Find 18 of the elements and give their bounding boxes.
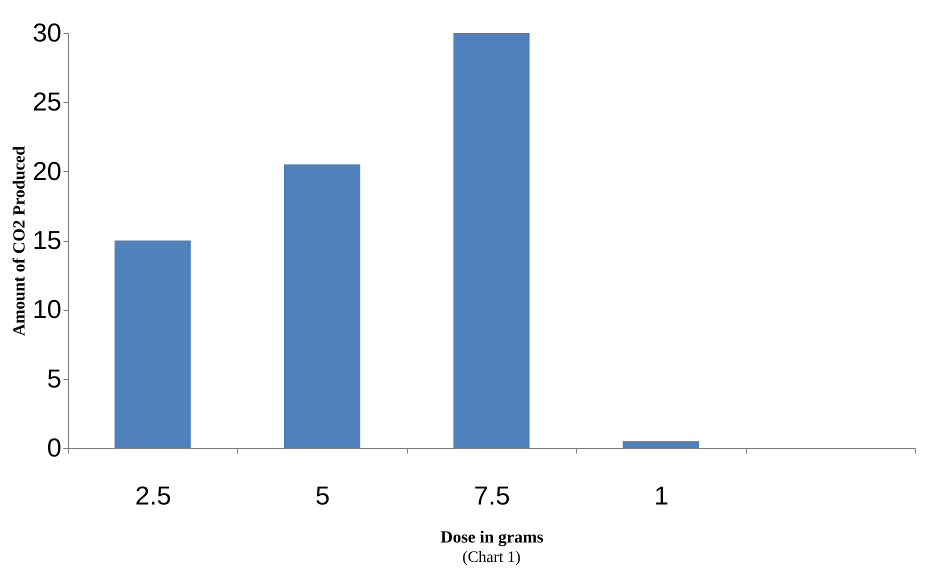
y-axis-title: Amount of CO2 Produced	[10, 145, 29, 336]
y-tick-label: 20	[32, 156, 62, 186]
x-tick-label: 5	[315, 480, 330, 510]
bar	[114, 240, 191, 448]
y-tick-label: 5	[47, 363, 62, 394]
y-tick-label: 10	[32, 294, 62, 324]
y-tick-label: 30	[32, 18, 62, 48]
text: (Chart 1)	[462, 549, 521, 566]
bar	[284, 164, 360, 448]
y-tick-label: 25	[32, 86, 62, 117]
x-tick-label: 1	[654, 480, 669, 510]
bar	[453, 33, 530, 448]
x-tick-label: 7.5	[474, 480, 510, 510]
x-axis-title: Dose in grams	[440, 528, 544, 546]
x-tick-label: 2.5	[135, 480, 172, 510]
bar	[622, 441, 700, 448]
y-tick-label: 15	[32, 225, 62, 255]
y-tick-label: 0	[47, 432, 62, 462]
